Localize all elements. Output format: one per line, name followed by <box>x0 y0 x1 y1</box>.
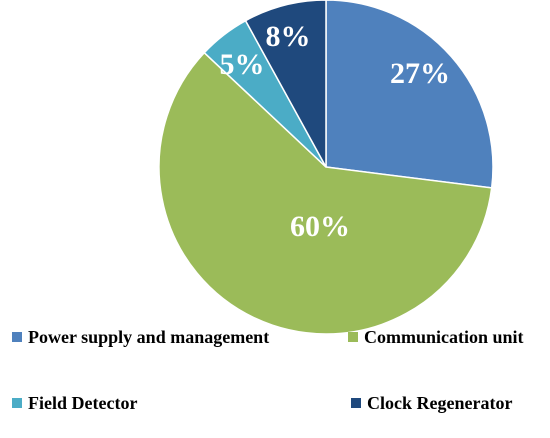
legend: Power supply and management Communication… <box>12 327 524 413</box>
legend-label: Clock Regenerator <box>367 393 512 413</box>
pie-slices <box>158 0 494 335</box>
slice-label-clock-regenerator: 8% <box>266 20 311 53</box>
legend-swatch <box>12 332 22 342</box>
legend-item-field-detector: Field Detector <box>12 393 137 413</box>
legend-label: Power supply and management <box>28 327 269 347</box>
pie-slice-clock-regenerator <box>244 0 327 168</box>
legend-item-clock-regenerator: Clock Regenerator <box>351 393 512 413</box>
legend-swatch <box>12 398 22 408</box>
pie-slice-power-supply-and-management <box>325 0 494 189</box>
slice-label-communication-unit: 60% <box>290 210 350 243</box>
pie-slice-communication-unit <box>158 51 493 335</box>
legend-label: Communication unit <box>364 327 524 347</box>
slice-label-power-supply-and-management: 27% <box>390 57 450 90</box>
legend-swatch <box>351 398 361 408</box>
legend-item-communication-unit: Communication unit <box>348 327 524 347</box>
legend-item-power-supply-and-management: Power supply and management <box>12 327 269 347</box>
legend-swatch <box>348 332 358 342</box>
legend-label: Field Detector <box>28 393 137 413</box>
slice-label-field-detector: 5% <box>220 48 265 81</box>
pie-slice-labels: 27% 60% 5%8% <box>220 20 451 243</box>
